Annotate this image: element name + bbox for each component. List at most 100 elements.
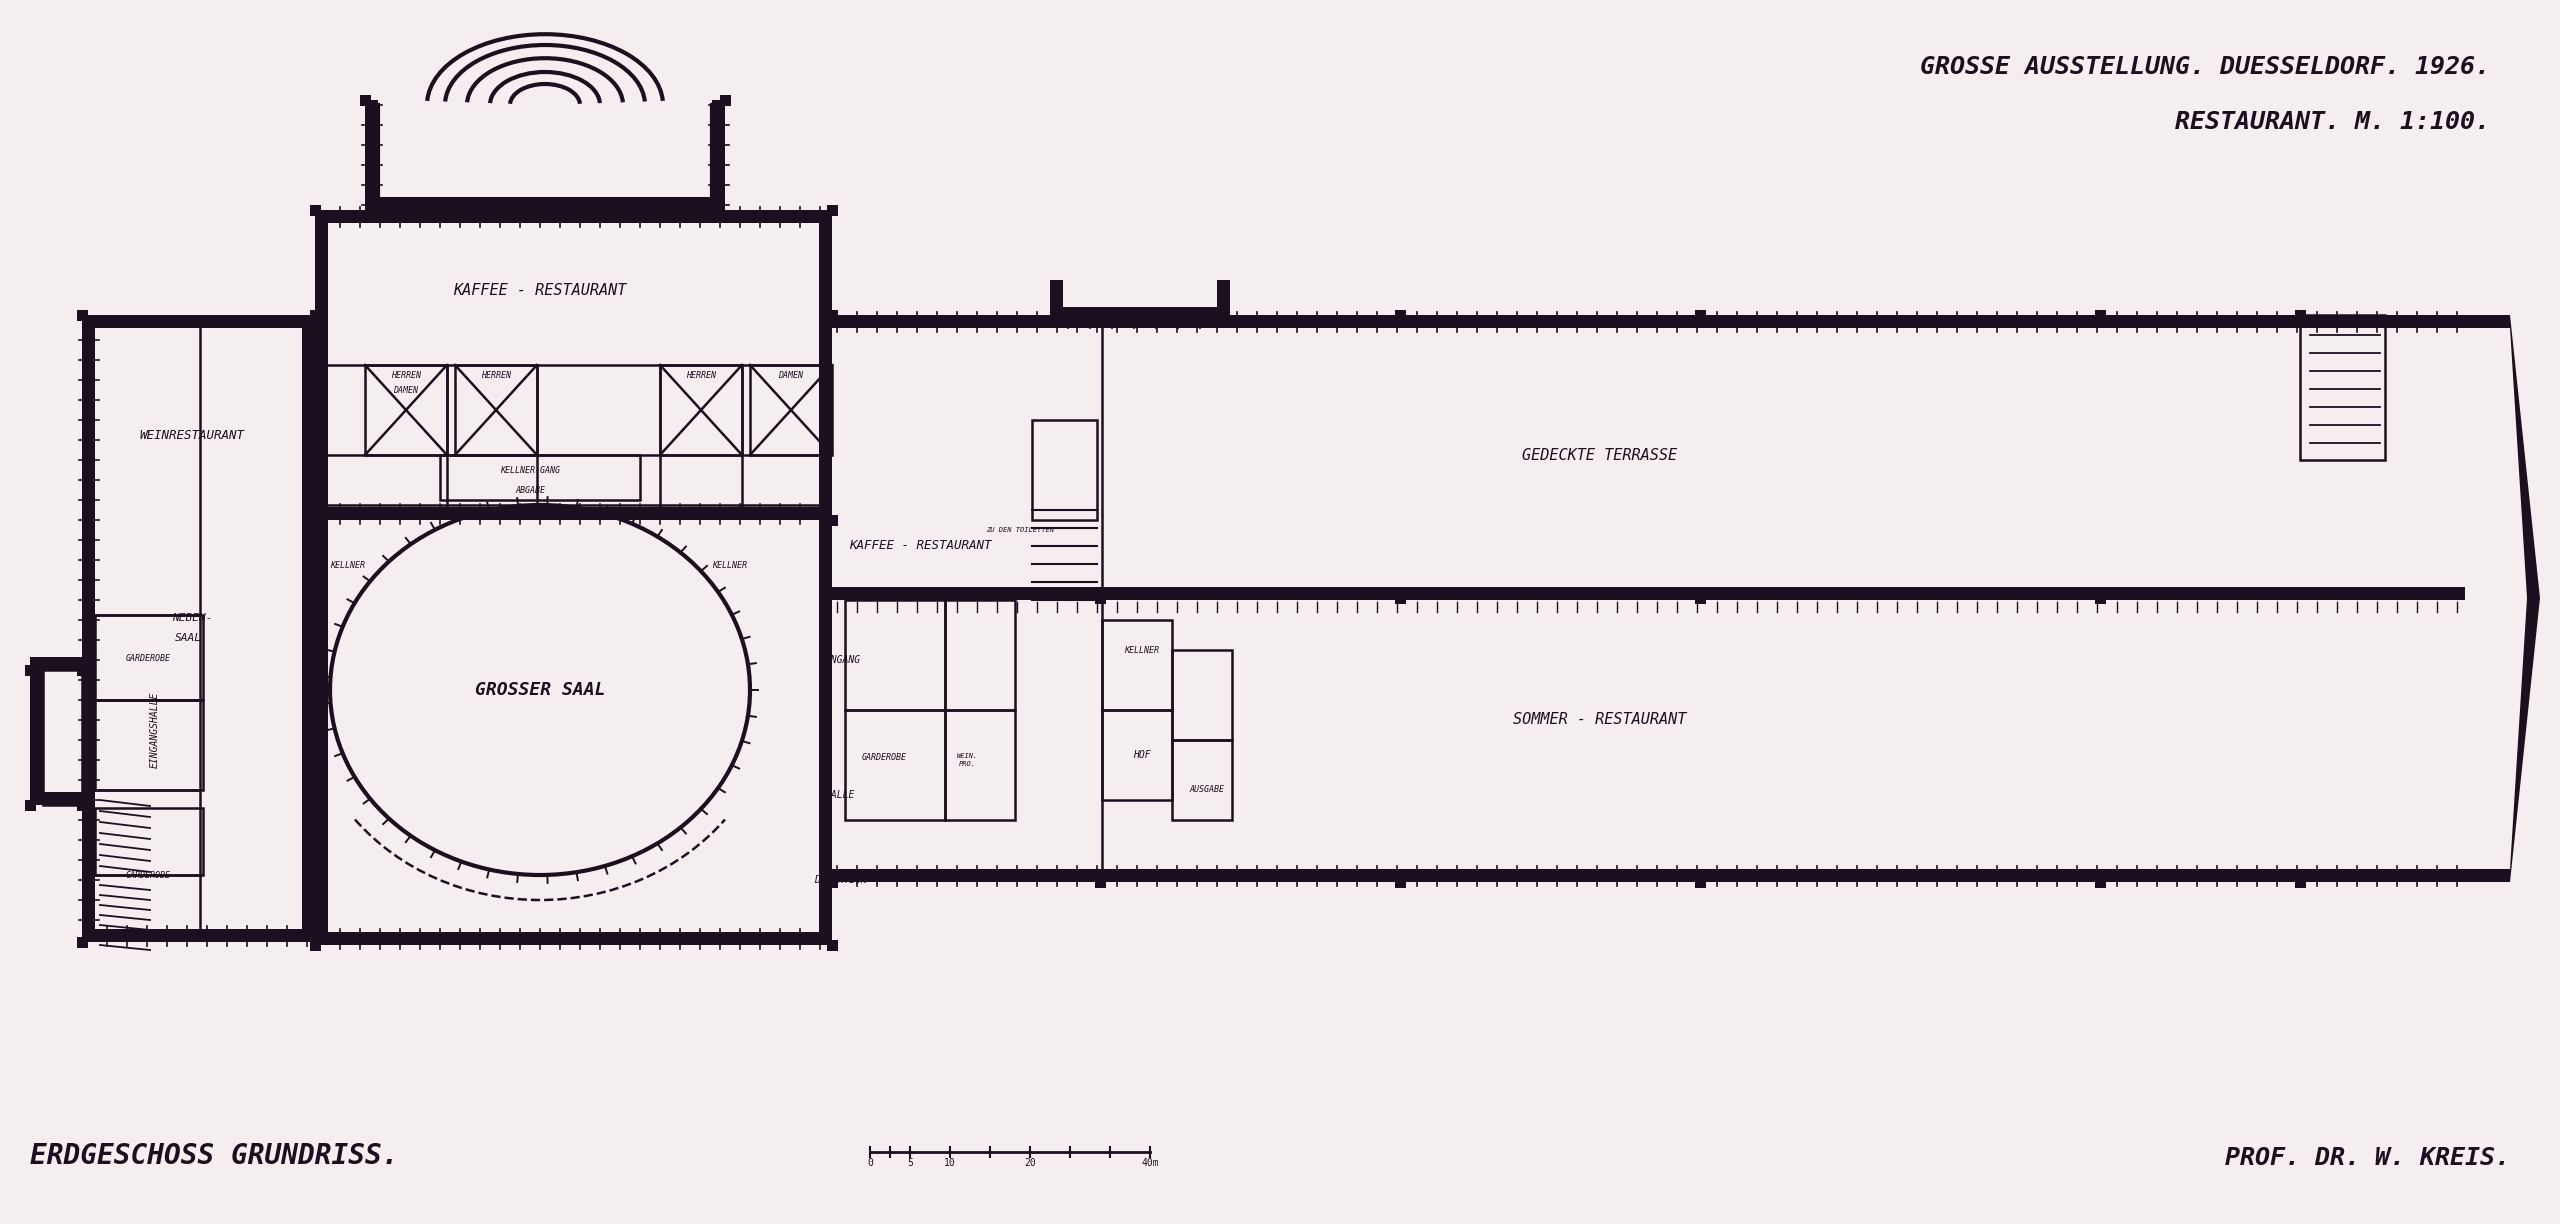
Bar — [366, 365, 448, 455]
Bar — [1101, 710, 1172, 800]
Bar — [1032, 420, 1098, 520]
Bar — [1050, 307, 1229, 319]
Text: 5: 5 — [906, 1158, 914, 1168]
Bar — [302, 315, 315, 942]
Text: HERREN: HERREN — [392, 371, 420, 379]
Text: KELLNER: KELLNER — [330, 561, 366, 569]
Bar — [1096, 310, 1106, 321]
Text: SOMMER - RESTAURANT: SOMMER - RESTAURANT — [1513, 712, 1687, 727]
Bar — [1395, 310, 1405, 321]
Bar — [1395, 876, 1405, 887]
Text: EINGANG: EINGANG — [819, 655, 860, 665]
Text: 10: 10 — [945, 1158, 955, 1168]
Bar — [2094, 592, 2104, 603]
Bar — [832, 315, 2465, 328]
Bar — [832, 588, 2465, 600]
Text: DAMEN: DAMEN — [394, 386, 417, 394]
Bar — [845, 600, 945, 710]
Text: 0: 0 — [868, 1158, 873, 1168]
Bar — [366, 197, 724, 211]
Text: GARDEROBE: GARDEROBE — [125, 654, 172, 662]
Text: KELLNER: KELLNER — [712, 561, 748, 569]
Bar — [95, 700, 202, 789]
Bar — [819, 211, 832, 520]
Bar — [82, 929, 315, 942]
Bar — [77, 936, 87, 947]
Text: AUSGABE: AUSGABE — [1190, 786, 1224, 794]
Bar — [1695, 876, 1705, 887]
Text: DAMEN: DAMEN — [778, 371, 804, 379]
Bar — [310, 514, 320, 525]
Bar — [31, 792, 95, 805]
Bar — [1172, 741, 1231, 820]
Bar — [77, 665, 87, 676]
Bar — [1395, 592, 1405, 603]
Bar — [819, 520, 832, 945]
Text: NEBEN-: NEBEN- — [172, 613, 212, 623]
Polygon shape — [2465, 328, 2527, 869]
Text: KELLNER-GANG: KELLNER-GANG — [499, 465, 561, 475]
Bar — [1172, 650, 1231, 741]
Bar — [310, 204, 320, 215]
Text: EINGANGSHALLE: EINGANGSHALLE — [151, 692, 161, 769]
Text: HERREN: HERREN — [686, 371, 717, 379]
Bar — [2094, 310, 2104, 321]
Text: GARDEROBE: GARDEROBE — [863, 754, 906, 763]
Bar — [310, 310, 320, 321]
Text: GROSSER SAAL: GROSSER SAAL — [474, 681, 604, 699]
Text: SAAL.: SAAL. — [174, 633, 210, 643]
Bar — [95, 614, 202, 700]
Text: DIREKTION: DIREKTION — [814, 875, 865, 885]
Text: ABGABE: ABGABE — [515, 486, 545, 494]
Text: KAFFEE - RESTAURANT: KAFFEE - RESTAURANT — [453, 283, 627, 297]
Bar — [2294, 310, 2307, 321]
Text: PROF. DR. W. KREIS.: PROF. DR. W. KREIS. — [2225, 1146, 2509, 1170]
Bar — [82, 315, 95, 942]
Bar — [456, 365, 538, 455]
Bar — [315, 931, 832, 945]
Bar — [1216, 280, 1229, 319]
Bar — [827, 940, 837, 951]
Bar — [827, 310, 837, 321]
Text: GARDEROBE: GARDEROBE — [125, 870, 172, 880]
Bar — [750, 365, 832, 455]
Bar — [77, 799, 87, 810]
Text: KELLNER: KELLNER — [1124, 645, 1160, 655]
Bar — [827, 514, 837, 525]
Bar — [310, 940, 320, 951]
Text: WEINRESTAURANT: WEINRESTAURANT — [138, 428, 246, 442]
Text: ERDGESCHOSS GRUNDRISS.: ERDGESCHOSS GRUNDRISS. — [31, 1142, 399, 1170]
Text: HOF: HOF — [1134, 750, 1152, 760]
Text: KAFFEE - RESTAURANT: KAFFEE - RESTAURANT — [850, 539, 991, 552]
Polygon shape — [2465, 315, 2540, 883]
Bar — [77, 310, 87, 321]
Bar — [315, 520, 328, 945]
Bar — [845, 710, 945, 820]
Bar — [945, 600, 1014, 710]
Bar — [315, 211, 328, 520]
Text: RESTAURANT. M. 1:100.: RESTAURANT. M. 1:100. — [2176, 110, 2491, 133]
Bar — [832, 869, 2465, 883]
Bar — [26, 799, 36, 810]
Bar — [719, 94, 730, 105]
Bar — [358, 94, 371, 105]
Bar — [827, 876, 837, 887]
Text: GEDECKTE TERRASSE: GEDECKTE TERRASSE — [1523, 448, 1677, 463]
Text: HERREN: HERREN — [481, 371, 512, 379]
Bar — [660, 365, 742, 455]
Text: WEIN.
PRO.: WEIN. PRO. — [957, 754, 978, 766]
Text: ZU DEN TOILETTEN: ZU DEN TOILETTEN — [986, 528, 1055, 532]
Bar — [440, 455, 640, 499]
Bar — [26, 665, 36, 676]
Bar — [827, 204, 837, 215]
Bar — [95, 808, 202, 875]
Bar — [2294, 876, 2307, 887]
Bar — [44, 670, 82, 805]
Bar — [315, 507, 832, 520]
Bar — [1695, 592, 1705, 603]
Bar — [945, 710, 1014, 820]
Text: GROSSE AUSSTELLUNG. DUESSELDORF. 1926.: GROSSE AUSSTELLUNG. DUESSELDORF. 1926. — [1920, 55, 2491, 80]
Bar — [82, 315, 315, 328]
Bar — [366, 100, 379, 211]
Bar — [1050, 280, 1062, 319]
